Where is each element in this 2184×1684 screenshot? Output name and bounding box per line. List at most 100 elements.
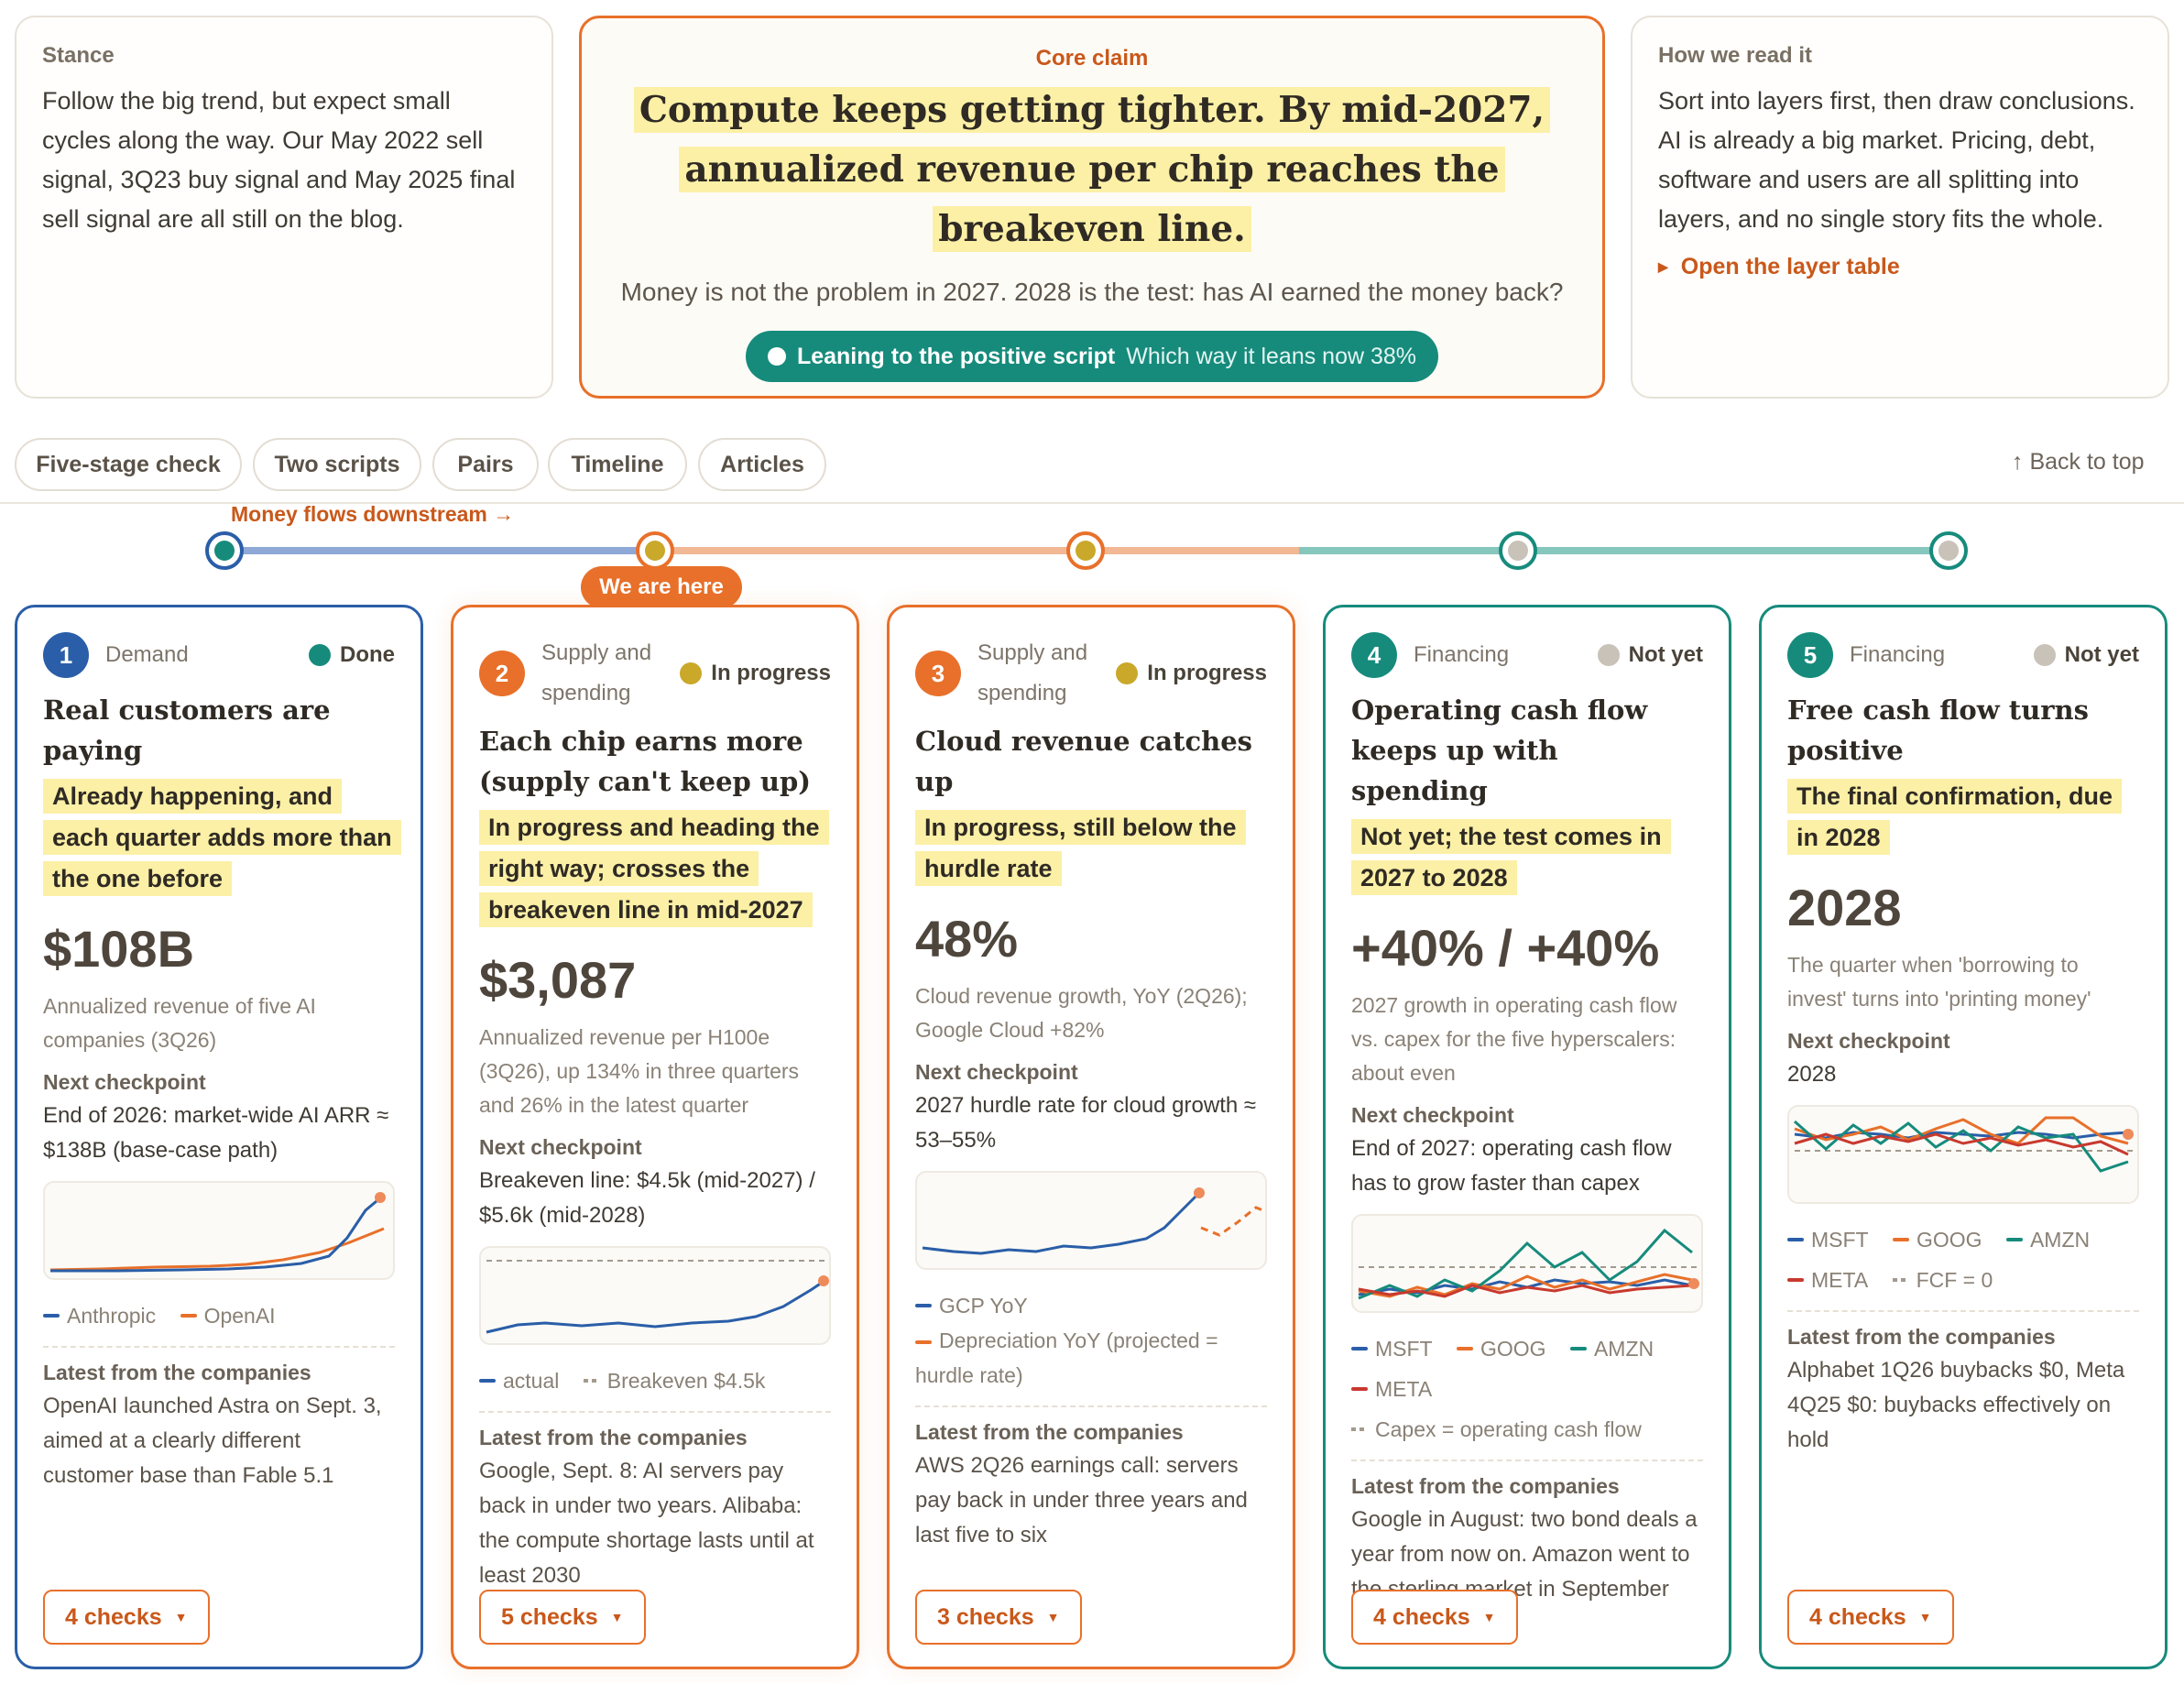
latest-section: Latest from the companies Google, Sept. … <box>479 1411 831 1593</box>
back-to-top-link[interactable]: ↑ Back to top <box>2012 449 2145 475</box>
sparkline-chart <box>1351 1214 1703 1313</box>
latest-label: Latest from the companies <box>479 1426 748 1449</box>
stage-number: 4 <box>1351 632 1397 678</box>
stage-card-4: 4 Financing Not yet Operating cash flow … <box>1323 605 1731 1669</box>
checks-button[interactable]: 3 checks ▼ <box>915 1590 1082 1645</box>
stage-number: 5 <box>1787 632 1833 678</box>
latest-label: Latest from the companies <box>1787 1325 2056 1349</box>
checks-button[interactable]: 4 checks ▼ <box>1787 1590 1954 1645</box>
card-metric: 48% <box>915 910 1019 968</box>
card-title: Each chip earns more (supply can't keep … <box>479 726 812 797</box>
how-text: Sort into layers first, then draw conclu… <box>1658 87 2135 233</box>
latest-label: Latest from the companies <box>915 1420 1184 1444</box>
card-metric-desc: Cloud revenue growth, YoY (2Q26); Google… <box>915 984 1248 1042</box>
legend-item: Anthropic <box>43 1298 156 1333</box>
next-checkpoint: End of 2026: market-wide AI ARR ≈ $138B … <box>43 1103 389 1163</box>
core-claim-panel: Core claim Compute keeps getting tighter… <box>579 16 1605 399</box>
status-badge: In progress <box>1116 661 1267 686</box>
card-title: Cloud revenue catches up <box>915 726 1253 797</box>
next-checkpoint-label: Next checkpoint <box>1787 1029 1950 1053</box>
card-highlight: In progress and heading the right way; c… <box>479 807 831 931</box>
checks-button[interactable]: 4 checks ▼ <box>43 1590 210 1645</box>
status-dot-icon <box>680 662 703 684</box>
sparkline-chart <box>43 1181 395 1280</box>
status-dot-icon <box>1116 662 1139 684</box>
lean-dot-icon <box>767 347 786 366</box>
stage-number: 2 <box>479 651 525 696</box>
tab-five-stage-check[interactable]: Five-stage check <box>15 438 242 491</box>
we-are-here-badge: We are here <box>581 566 742 608</box>
tab-timeline[interactable]: Timeline <box>548 438 687 491</box>
flow-node-1 <box>205 531 244 570</box>
legend-item: FCF = 0 <box>1892 1263 1993 1297</box>
sparkline-chart <box>915 1171 1267 1270</box>
how-label: How we read it <box>1658 43 1813 68</box>
chart-legend: MSFT GOOG AMZN META Capex = operating ca… <box>1351 1326 1703 1447</box>
stage-category: Financing <box>1850 642 1946 667</box>
latest-section: Latest from the companies Alphabet 1Q26 … <box>1787 1310 2139 1458</box>
stage-card-2: 2 Supply and spending In progress Each c… <box>451 605 859 1669</box>
caret-down-icon: ▼ <box>1046 1610 1060 1624</box>
flow-node-3 <box>1066 531 1105 570</box>
layer-table-link[interactable]: ▶ Open the layer table <box>1658 254 2142 280</box>
card-metric-desc: Annualized revenue of five AI companies … <box>43 994 316 1052</box>
next-checkpoint-label: Next checkpoint <box>915 1060 1078 1084</box>
core-claim-text: Compute keeps getting tighter. By mid-20… <box>615 81 1569 259</box>
status-badge: Done <box>309 642 395 668</box>
legend-item: GOOG <box>1893 1222 1982 1257</box>
latest-label: Latest from the companies <box>43 1361 311 1384</box>
card-highlight: Already happening, and each quarter adds… <box>43 776 401 900</box>
card-metric: +40% / +40% <box>1351 919 1660 977</box>
legend-item: Breakeven $4.5k <box>583 1363 765 1398</box>
flow-label: Money flows downstream → <box>231 502 515 526</box>
tab-pairs[interactable]: Pairs <box>432 438 539 491</box>
tab-articles[interactable]: Articles <box>698 438 826 491</box>
tab-two-scripts[interactable]: Two scripts <box>253 438 421 491</box>
card-highlight: Not yet; the test comes in 2027 to 2028 <box>1351 816 1703 899</box>
status-badge: Not yet <box>2033 642 2139 668</box>
card-title: Operating cash flow keeps up with spendi… <box>1351 694 1648 806</box>
legend-item: META <box>1787 1263 1868 1297</box>
core-claim-sub: Money is not the problem in 2027. 2028 i… <box>620 278 1564 306</box>
flow-node-5 <box>1929 531 1968 570</box>
checks-button[interactable]: 4 checks ▼ <box>1351 1590 1518 1645</box>
legend-item: Depreciation YoY (projected = hurdle rat… <box>915 1329 1218 1387</box>
stage-category: Supply and spending <box>541 640 652 705</box>
triangle-right-icon: ▶ <box>1658 259 1668 274</box>
legend-item: Capex = operating cash flow <box>1351 1412 1642 1447</box>
stage-card-1: 1 Demand Done Real customers are paying … <box>15 605 423 1669</box>
latest-text: OpenAI launched Astra on Sept. 3, aimed … <box>43 1394 382 1488</box>
stance-panel: Stance Follow the big trend, but expect … <box>15 16 553 399</box>
next-checkpoint: 2028 <box>1787 1062 1837 1087</box>
legend-item: META <box>1351 1372 1432 1406</box>
legend-item: OpenAI <box>180 1298 276 1333</box>
latest-section: Latest from the companies OpenAI launche… <box>43 1346 395 1493</box>
next-checkpoint: End of 2027: operating cash flow has to … <box>1351 1136 1672 1196</box>
stage-card-5: 5 Financing Not yet Free cash flow turns… <box>1759 605 2168 1669</box>
latest-text: Google, Sept. 8: AI servers pay back in … <box>479 1459 814 1588</box>
lean-indicator: Leaning to the positive script Which way… <box>745 331 1439 382</box>
legend-item: MSFT <box>1351 1331 1433 1366</box>
stage-category: Financing <box>1414 642 1510 667</box>
card-highlight: In progress, still below the hurdle rate <box>915 807 1267 890</box>
sparkline-chart <box>479 1246 831 1345</box>
stage-number: 3 <box>915 651 961 696</box>
legend-item: GOOG <box>1457 1331 1546 1366</box>
lean-label: Leaning to the positive script <box>796 343 1116 369</box>
layer-table-link-label: Open the layer table <box>1680 254 1900 279</box>
caret-down-icon: ▼ <box>1482 1610 1496 1624</box>
chart-legend: MSFT GOOG AMZN META FCF = 0 <box>1787 1217 2139 1297</box>
stage-card-3: 3 Supply and spending In progress Cloud … <box>887 605 1295 1669</box>
latest-section: Latest from the companies Google in Augu… <box>1351 1460 1703 1607</box>
legend-item: actual <box>479 1363 559 1398</box>
card-metric-desc: 2027 growth in operating cash flow vs. c… <box>1351 993 1677 1085</box>
stage-category: Demand <box>105 642 189 667</box>
status-badge: Not yet <box>1597 642 1703 668</box>
lean-value: Which way it leans now 38% <box>1126 343 1417 369</box>
how-we-read-panel: How we read it Sort into layers first, t… <box>1631 16 2169 399</box>
latest-text: Alphabet 1Q26 buybacks $0, Meta 4Q25 $0:… <box>1787 1358 2125 1452</box>
next-checkpoint-label: Next checkpoint <box>43 1070 206 1094</box>
checks-button[interactable]: 5 checks ▼ <box>479 1590 646 1645</box>
card-title: Free cash flow turns positive <box>1787 694 2089 766</box>
chart-legend: GCP YoY Depreciation YoY (projected = hu… <box>915 1283 1267 1393</box>
